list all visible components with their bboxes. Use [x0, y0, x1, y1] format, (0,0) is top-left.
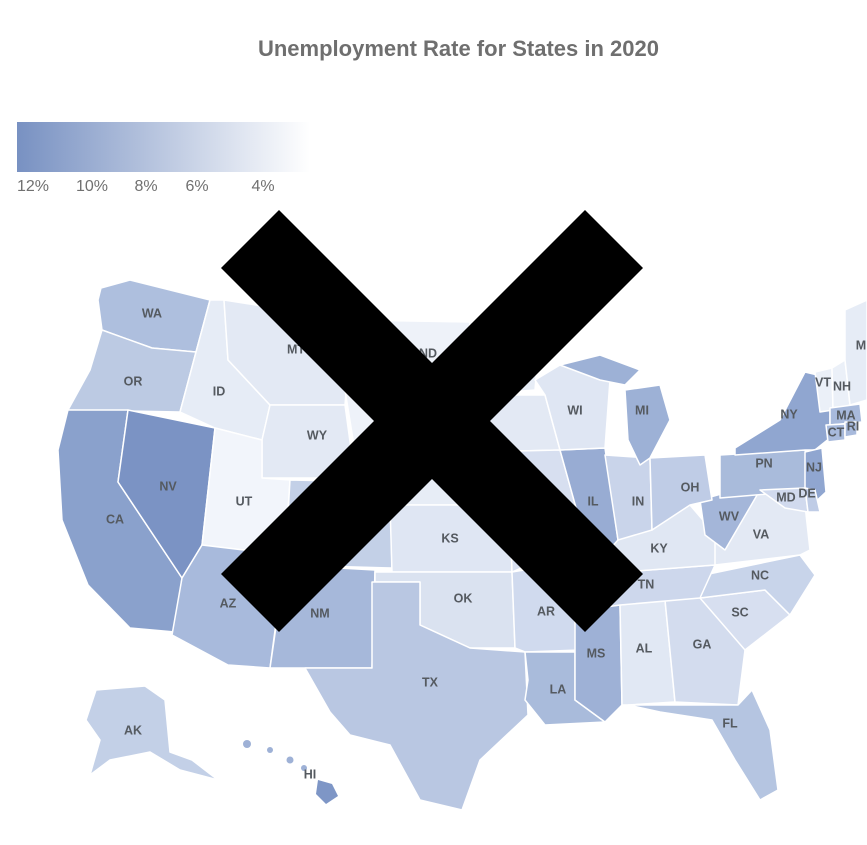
state-label-ri: RI: [847, 419, 860, 433]
state-label-pn: PN: [755, 456, 772, 470]
state-label-ks: KS: [441, 531, 458, 545]
state-ct[interactable]: [825, 423, 846, 443]
state-label-in: IN: [632, 494, 645, 508]
state-label-az: AZ: [220, 596, 237, 610]
state-label-ny: NY: [780, 407, 798, 421]
state-label-ct: CT: [828, 425, 845, 439]
state-hi[interactable]: [243, 740, 338, 804]
state-label-ar: AR: [537, 604, 555, 618]
state-ri[interactable]: [844, 421, 858, 438]
state-label-de: DE: [798, 486, 815, 500]
state-label-nc: NC: [751, 568, 769, 582]
state-fl[interactable]: [627, 689, 779, 801]
state-label-ky: KY: [650, 541, 668, 555]
state-label-vt: VT: [815, 375, 831, 389]
state-label-nv: NV: [159, 479, 177, 493]
state-label-wa: WA: [142, 306, 162, 320]
color-legend-bar: [17, 122, 310, 172]
state-label-ca: CA: [106, 512, 124, 526]
state-label-sc: SC: [731, 605, 748, 619]
state-label-al: AL: [636, 641, 653, 655]
state-label-wi: WI: [567, 403, 582, 417]
state-label-ma: MA: [836, 408, 855, 422]
state-oh[interactable]: [649, 454, 713, 531]
state-label-me: M: [856, 338, 866, 352]
state-label-or: OR: [124, 374, 143, 388]
state-label-va: VA: [753, 527, 769, 541]
legend-tick: 8%: [134, 178, 158, 195]
state-label-nh: NH: [833, 379, 851, 393]
state-label-la: LA: [550, 682, 567, 696]
state-label-ok: OK: [454, 591, 473, 605]
state-tx[interactable]: [304, 581, 529, 811]
state-label-ga: GA: [693, 637, 712, 651]
state-wy[interactable]: [261, 404, 356, 479]
legend-tick: 10%: [75, 178, 109, 195]
state-ma[interactable]: [829, 403, 863, 426]
state-label-il: IL: [587, 494, 598, 508]
state-label-wy: WY: [307, 428, 328, 442]
legend-ticks: 12% 10% 8% 6% 4%: [0, 178, 330, 198]
legend-tick: 12%: [16, 178, 50, 195]
state-label-tx: TX: [422, 675, 439, 689]
state-label-oh: OH: [681, 480, 700, 494]
state-mi-up[interactable]: [559, 354, 641, 386]
state-label-ms: MS: [587, 646, 606, 660]
state-label-wv: WV: [719, 509, 740, 523]
state-label-ut: UT: [236, 494, 253, 508]
state-label-fl: FL: [722, 716, 738, 730]
state-mi[interactable]: [624, 384, 671, 466]
state-label-tn: TN: [638, 577, 655, 591]
state-label-mi: MI: [635, 403, 649, 417]
legend-tick: 6%: [185, 178, 209, 195]
state-ak[interactable]: [85, 685, 219, 781]
map-title: Unemployment Rate for States in 2020: [257, 36, 659, 61]
state-label-nj: NJ: [806, 460, 822, 474]
state-label-md: MD: [776, 490, 795, 504]
state-label-hi: HI: [304, 767, 317, 781]
state-me[interactable]: [844, 299, 867, 406]
cross-out-mark: [221, 210, 643, 632]
state-label-ak: AK: [124, 723, 142, 737]
state-de[interactable]: [804, 487, 821, 513]
state-label-id: ID: [213, 384, 226, 398]
legend-tick: 4%: [251, 178, 275, 195]
state-label-nm: NM: [310, 606, 329, 620]
